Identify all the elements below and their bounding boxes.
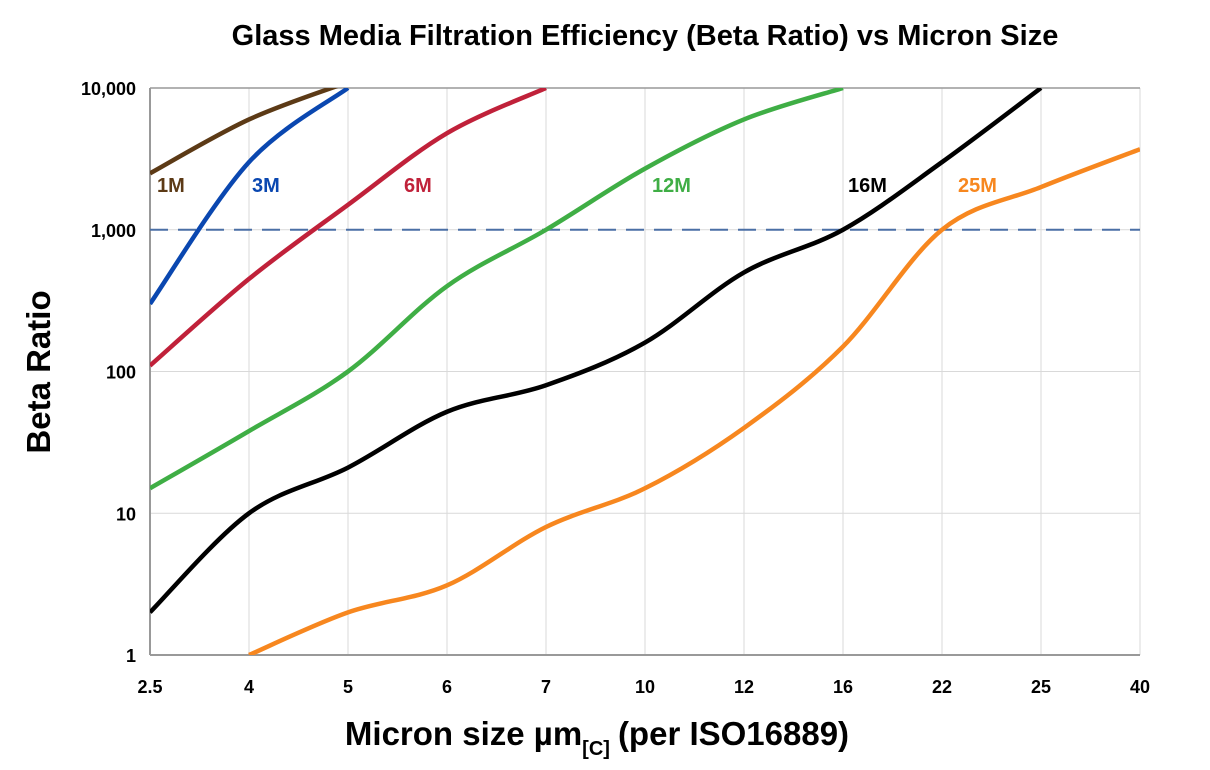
series-line-16M bbox=[150, 88, 1043, 614]
x-tick-label: 7 bbox=[541, 677, 551, 697]
series-line-3M bbox=[150, 88, 350, 306]
series-line-12M bbox=[150, 88, 844, 491]
y-tick-label: 1,000 bbox=[91, 221, 136, 241]
x-tick-label: 10 bbox=[635, 677, 655, 697]
tick-labels: 2.5 4 5 6 7 10 12 16 22 25 40 1 10 100 1,000 10,000 bbox=[81, 79, 1150, 697]
chart-title: Glass Media Filtration Efficiency (Beta … bbox=[232, 20, 1059, 52]
series-label-16M: 16M bbox=[848, 175, 887, 197]
x-tick-label: 22 bbox=[932, 677, 952, 697]
y-tick-label: 10 bbox=[116, 504, 136, 524]
x-tick-label: 5 bbox=[343, 677, 353, 697]
x-tick-label: 16 bbox=[833, 677, 853, 697]
y-tick-label: 100 bbox=[106, 363, 136, 383]
x-tick-label: 6 bbox=[442, 677, 452, 697]
series-line-6M bbox=[150, 88, 547, 368]
series-label-12M: 12M bbox=[652, 175, 691, 197]
series-line-1M bbox=[150, 88, 339, 176]
x-axis-label-main: Micron size µm bbox=[345, 715, 582, 752]
grid bbox=[149, 87, 1141, 656]
series-label-3M: 3M bbox=[252, 175, 280, 197]
series-label-25M: 25M bbox=[958, 175, 997, 197]
y-tick-label: 10,000 bbox=[81, 79, 136, 99]
series-label-1M: 1M bbox=[157, 175, 185, 197]
series-line-25M bbox=[248, 147, 1140, 655]
series-labels: 1M 3M 6M 12M 16M 25M bbox=[157, 175, 997, 197]
x-axis-label-suffix: (per ISO16889) bbox=[618, 715, 849, 752]
x-tick-label: 2.5 bbox=[137, 677, 162, 697]
y-tick-label: 1 bbox=[126, 646, 136, 666]
x-tick-label: 12 bbox=[734, 677, 754, 697]
x-tick-label: 40 bbox=[1130, 677, 1150, 697]
series-label-6M: 6M bbox=[404, 175, 432, 197]
x-tick-label: 4 bbox=[244, 677, 254, 697]
x-tick-label: 25 bbox=[1031, 677, 1051, 697]
x-axis-label: Micron size µm[C] (per ISO16889) bbox=[345, 715, 849, 760]
x-axis-label-subscript: [C] bbox=[582, 738, 610, 760]
y-axis-label: Beta Ratio bbox=[20, 290, 57, 453]
series-lines bbox=[150, 88, 1140, 655]
